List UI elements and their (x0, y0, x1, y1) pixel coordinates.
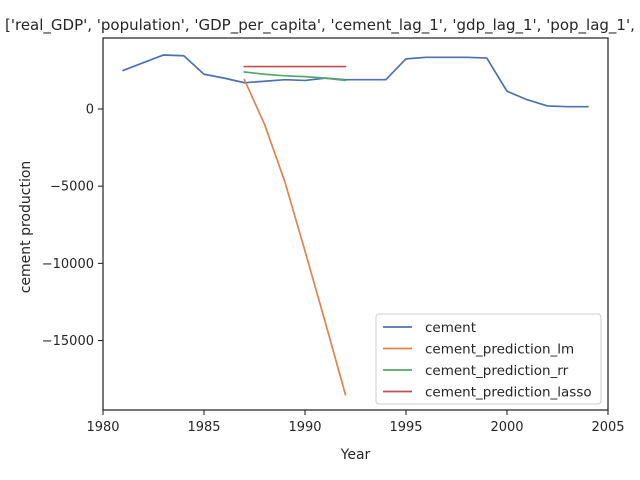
x-tick-label: 2000 (490, 420, 523, 435)
y-tick-label: −5000 (50, 180, 94, 195)
x-tick-label: 1985 (187, 420, 220, 435)
legend-entry-cement: cement (425, 320, 476, 336)
plot-area (122, 54, 589, 396)
series-line-cement (122, 54, 589, 108)
plot-frame (102, 37, 609, 411)
x-axis: 1980 1985 1990 1995 2000 2005 (86, 410, 625, 435)
y-tick-label: −10000 (42, 257, 94, 272)
series-line-cement-prediction-rr (243, 71, 347, 82)
x-axis-label: Year (340, 447, 371, 463)
y-tick-label: −15000 (42, 334, 94, 349)
legend-box (375, 313, 602, 405)
legend-entry-cement-prediction-lm: cement_prediction_lm (425, 342, 574, 358)
legend-entry-cement-prediction-rr: cement_prediction_rr (425, 363, 569, 379)
x-tick-label: 1990 (288, 420, 321, 435)
x-tick-label: 1980 (86, 420, 119, 435)
y-axis: 0 −5000 −10000 −15000 (42, 103, 103, 349)
series-line-cement-prediction-lm (243, 78, 347, 396)
x-tick-label: 1995 (389, 420, 422, 435)
legend: cement cement_prediction_lm cement_predict… (375, 313, 602, 405)
x-tick-label: 2005 (591, 420, 624, 435)
y-tick-label: 0 (86, 103, 94, 118)
y-axis-label: cement production (18, 161, 34, 294)
chart-title: ['real_GDP', 'population', 'GDP_per_capi… (5, 16, 640, 35)
legend-entry-cement-prediction-lasso: cement_prediction_lasso (425, 385, 592, 401)
